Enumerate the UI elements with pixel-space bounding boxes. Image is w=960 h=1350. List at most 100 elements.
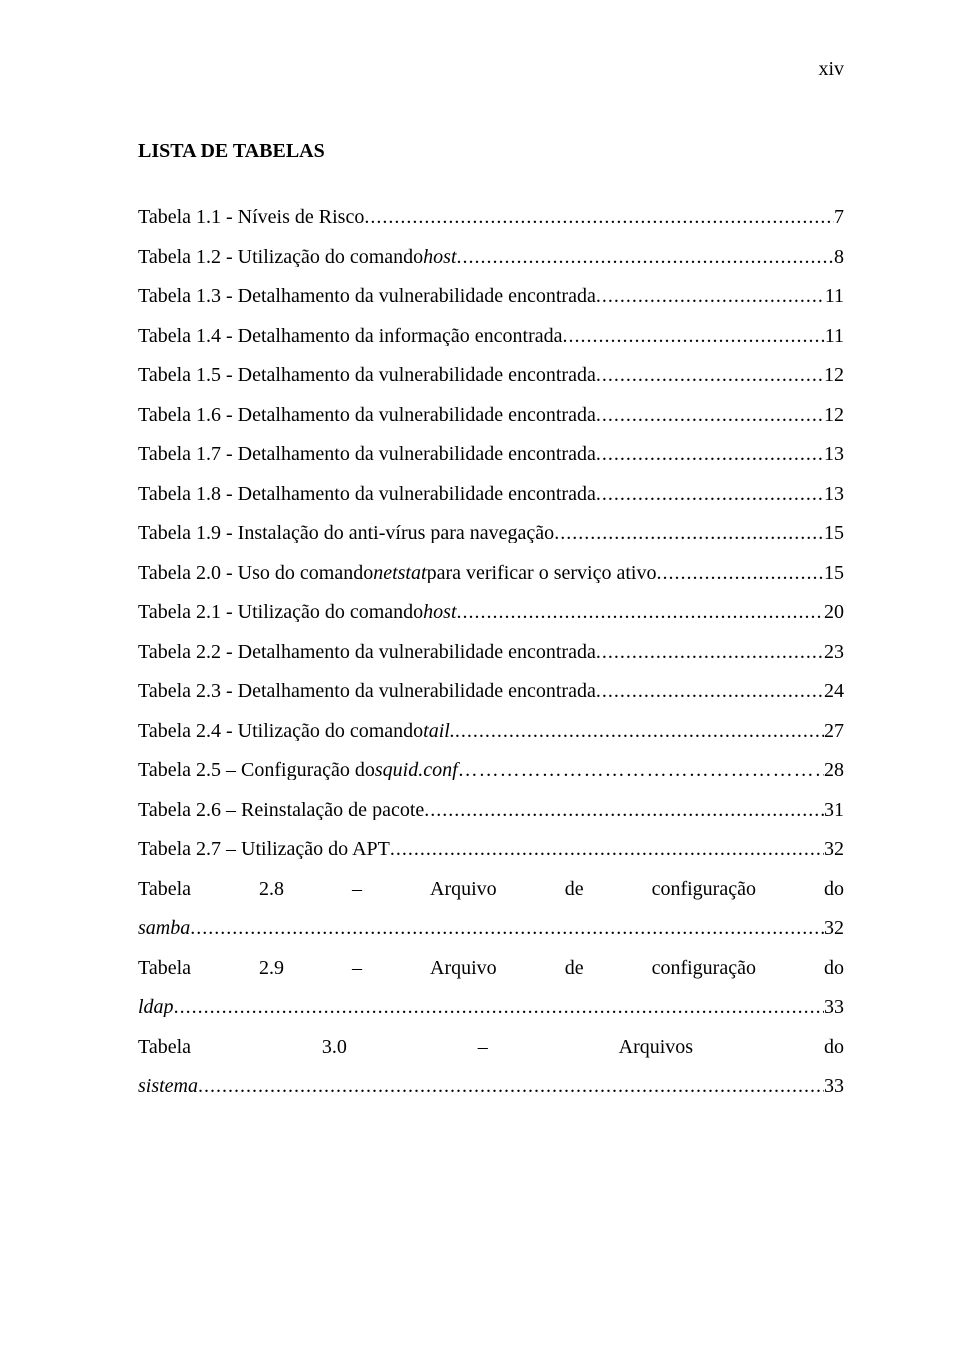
toc-entry-title: Tabela 1.9 - Instalação do anti-vírus pa… <box>138 523 554 543</box>
toc-token: do <box>824 879 844 899</box>
toc-token: Tabela <box>138 1037 191 1057</box>
toc-token: Tabela <box>138 958 191 978</box>
toc-entry-page: 31 <box>824 800 844 820</box>
toc-entry-page: 23 <box>824 642 844 662</box>
toc-token: – <box>352 958 362 978</box>
toc-entry-page: 33 <box>824 997 844 1017</box>
toc-leader-dots: ........................................… <box>596 365 824 385</box>
toc-entry-title: Tabela 2.0 - Uso do comando <box>138 563 373 583</box>
toc-entry-page: 7 <box>834 207 844 227</box>
toc-entry: Tabela 1.6 - Detalhamento da vulnerabili… <box>138 405 844 425</box>
toc-leader-dots: ........................................… <box>364 207 834 227</box>
toc-leader-dots: ........................................… <box>596 484 824 504</box>
toc-entry-page: 32 <box>824 839 844 859</box>
toc-entry-page: 11 <box>825 286 844 306</box>
toc-leader-dots: ........................................… <box>596 642 824 662</box>
page-number: xiv <box>818 58 844 81</box>
toc-token: configuração <box>652 958 756 978</box>
toc-continuation-text: sistema <box>138 1076 198 1096</box>
toc-leader-dots: ........................................… <box>596 444 824 464</box>
toc-entry: Tabela 1.9 - Instalação do anti-vírus pa… <box>138 523 844 543</box>
toc-leader-dots: ........................................… <box>457 247 835 267</box>
toc-entry-page: 20 <box>824 602 844 622</box>
toc-entry-page: 24 <box>824 681 844 701</box>
toc-entry: Tabela 1.5 - Detalhamento da vulnerabili… <box>138 365 844 385</box>
toc-token: de <box>565 958 584 978</box>
toc-token: configuração <box>652 879 756 899</box>
toc-token: do <box>824 1037 844 1057</box>
toc-entry: Tabela 1.8 - Detalhamento da vulnerabili… <box>138 484 844 504</box>
toc-leader-dots: ........................................… <box>457 602 825 622</box>
toc-entry-justified: Tabela3.0–Arquivosdo <box>138 1037 844 1057</box>
toc-entry-emphasis: squid.conf <box>375 760 458 780</box>
toc-entry-justified: Tabela 2.8 – Arquivo de configuração do <box>138 879 844 899</box>
toc-entry-page: 13 <box>824 444 844 464</box>
toc-entry-justified: Tabela2.9–Arquivodeconfiguraçãodo <box>138 958 844 978</box>
toc-entry: Tabela 1.2 - Utilização do comando host.… <box>138 247 844 267</box>
toc-leader-dots: ........................................… <box>596 286 825 306</box>
toc-leader-dots: ........................................… <box>198 1076 824 1096</box>
toc-entry: Tabela 1.7 - Detalhamento da vulnerabili… <box>138 444 844 464</box>
toc-entry-title: Tabela 2.6 – Reinstalação de pacote <box>138 800 424 820</box>
toc-token: Arquivo <box>430 879 497 899</box>
toc-entry: Tabela 1.4 - Detalhamento da informação … <box>138 326 844 346</box>
toc-token: – <box>478 1037 488 1057</box>
toc-entry-page: 13 <box>824 484 844 504</box>
toc-leader-dots: ........................................… <box>190 918 824 938</box>
toc-entry: Tabela 2.2 - Detalhamento da vulnerabili… <box>138 642 844 662</box>
toc-entry-page: 11 <box>825 326 844 346</box>
toc-entry-continuation: ldap....................................… <box>138 997 844 1017</box>
toc-entry-title: Tabela 1.5 - Detalhamento da vulnerabili… <box>138 365 596 385</box>
toc-entry: Tabela 2.3 - Detalhamento da vulnerabili… <box>138 681 844 701</box>
toc-entry-emphasis: tail. <box>423 721 455 741</box>
toc-entry-title: Tabela 2.1 - Utilização do comando <box>138 602 423 622</box>
toc-entry-title: Tabela 1.3 - Detalhamento da vulnerabili… <box>138 286 596 306</box>
toc-entry: Tabela 1.3 - Detalhamento da vulnerabili… <box>138 286 844 306</box>
toc-leader-dots: ........................................… <box>390 839 824 859</box>
toc-entry: Tabela 1.1 - Níveis de Risco............… <box>138 207 844 227</box>
toc-entry-title: Tabela 1.7 - Detalhamento da vulnerabili… <box>138 444 596 464</box>
toc-entry-page: 27 <box>824 721 844 741</box>
section-heading: LISTA DE TABELAS <box>138 140 844 163</box>
toc-entry-page: 8 <box>834 247 844 267</box>
toc-body: Tabela 1.1 - Níveis de Risco............… <box>138 207 844 1096</box>
toc-entry: Tabela 2.0 - Uso do comando netstat para… <box>138 563 844 583</box>
toc-entry-page: 28 <box>824 760 844 780</box>
toc-entry-title: Tabela 2.4 - Utilização do comando <box>138 721 423 741</box>
toc-entry: Tabela 2.6 – Reinstalação de pacote.....… <box>138 800 844 820</box>
toc-token: 2.8 <box>259 879 284 899</box>
toc-entry-page: 33 <box>824 1076 844 1096</box>
toc-entry-title: Tabela 1.6 - Detalhamento da vulnerabili… <box>138 405 596 425</box>
toc-token: do <box>824 958 844 978</box>
toc-entry-continuation: sistema.................................… <box>138 1076 844 1096</box>
toc-entry-suffix: para verificar o serviço ativo <box>427 563 657 583</box>
toc-entry: Tabela 2.7 – Utilização do APT..........… <box>138 839 844 859</box>
toc-entry-emphasis: host <box>423 247 456 267</box>
toc-entry-title: Tabela 2.2 - Detalhamento da vulnerabili… <box>138 642 596 662</box>
toc-entry-page: 12 <box>824 405 844 425</box>
toc-token: 3.0 <box>322 1037 347 1057</box>
toc-entry-emphasis: host <box>423 602 456 622</box>
toc-leader-dots: ........................................… <box>554 523 824 543</box>
toc-entry-title: Tabela 2.7 – Utilização do APT <box>138 839 390 859</box>
toc-token: Tabela <box>138 879 191 899</box>
toc-entry-title: Tabela 2.3 - Detalhamento da vulnerabili… <box>138 681 596 701</box>
toc-token: 2.9 <box>259 958 284 978</box>
toc-continuation-text: samba <box>138 918 190 938</box>
toc-leader-dots: ........................................… <box>424 800 824 820</box>
toc-continuation-text: ldap <box>138 997 174 1017</box>
toc-token: de <box>565 879 584 899</box>
toc-leader-dots: ........................................… <box>596 405 824 425</box>
toc-entry-page: 12 <box>824 365 844 385</box>
toc-entry: Tabela 2.5 – Configuração do squid.conf…… <box>138 760 844 780</box>
toc-leader-dots: ........................................… <box>596 681 824 701</box>
toc-entry: Tabela 2.4 - Utilização do comando tail.… <box>138 721 844 741</box>
toc-leader-dots: ........................................… <box>174 997 824 1017</box>
toc-entry-emphasis: netstat <box>373 563 426 583</box>
toc-leader-dots: …………………………………………………………………………………………………………… <box>458 760 824 780</box>
toc-leader-dots: ........................................… <box>563 326 825 346</box>
toc-entry-page: 15 <box>824 523 844 543</box>
content-area: LISTA DE TABELAS Tabela 1.1 - Níveis de … <box>138 140 844 1116</box>
toc-token: – <box>352 879 362 899</box>
toc-entry-title: Tabela 1.1 - Níveis de Risco <box>138 207 364 227</box>
